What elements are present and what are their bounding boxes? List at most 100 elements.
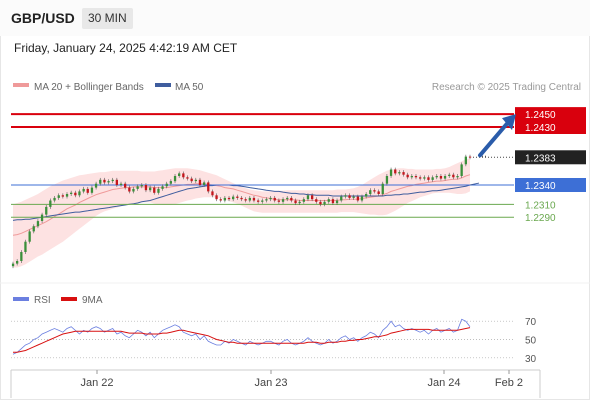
candle bbox=[281, 199, 285, 202]
candle bbox=[373, 190, 376, 192]
candle bbox=[28, 231, 31, 242]
support-label: 1.2290 bbox=[525, 213, 556, 224]
timeframe-button[interactable]: 30 MIN bbox=[82, 8, 133, 29]
candle bbox=[406, 174, 409, 178]
candle bbox=[414, 176, 418, 178]
candle bbox=[57, 195, 60, 198]
candle bbox=[111, 179, 114, 182]
candle bbox=[356, 196, 359, 201]
candle bbox=[394, 169, 397, 174]
candle bbox=[439, 176, 443, 179]
candle bbox=[306, 195, 310, 200]
candle bbox=[40, 214, 44, 221]
candle bbox=[103, 179, 106, 183]
candle bbox=[377, 191, 380, 194]
candle bbox=[298, 201, 301, 204]
pivot-tag bbox=[515, 178, 586, 192]
candle bbox=[198, 179, 202, 185]
candle bbox=[132, 188, 135, 192]
candle bbox=[244, 199, 247, 201]
candle bbox=[252, 197, 256, 201]
candle bbox=[277, 200, 280, 202]
rsi-ma-line bbox=[13, 327, 471, 353]
ma50-projection bbox=[469, 182, 480, 186]
candle bbox=[232, 196, 235, 200]
candle bbox=[74, 192, 77, 196]
candle bbox=[240, 197, 243, 200]
symbol-label: GBP/USD bbox=[11, 10, 75, 26]
candle bbox=[90, 187, 94, 193]
candle bbox=[360, 196, 364, 201]
legend-swatch-rsi bbox=[13, 297, 29, 301]
resistance-tag bbox=[515, 107, 586, 122]
candle bbox=[211, 191, 214, 196]
time-axis: Jan 22 Jan 23 Jan 24 Feb 2 bbox=[10, 369, 541, 398]
legend-label-rsi: RSI bbox=[34, 295, 51, 306]
candle bbox=[352, 196, 355, 198]
candle bbox=[257, 200, 260, 202]
candle bbox=[443, 176, 447, 179]
candle bbox=[186, 177, 189, 179]
candle bbox=[203, 182, 206, 185]
x-tick-label: Jan 23 bbox=[254, 377, 287, 389]
candle bbox=[323, 201, 326, 205]
x-tick-label: Jan 22 bbox=[80, 377, 113, 389]
candle bbox=[460, 164, 463, 176]
support-label: 1.2310 bbox=[525, 200, 556, 211]
candle bbox=[261, 200, 264, 202]
forecast-arrow-shaft bbox=[478, 118, 512, 158]
candle bbox=[24, 241, 27, 252]
candle bbox=[219, 199, 222, 201]
candle bbox=[435, 176, 438, 178]
candle bbox=[190, 178, 193, 182]
candle bbox=[157, 188, 160, 193]
candle bbox=[331, 199, 335, 204]
candle bbox=[49, 200, 52, 207]
candle bbox=[140, 185, 143, 187]
candle bbox=[128, 187, 131, 192]
candle bbox=[115, 179, 118, 185]
resistance-label: 1.2430 bbox=[525, 123, 556, 134]
candle bbox=[369, 190, 372, 195]
candle bbox=[410, 176, 413, 178]
rsi-tick-label: 30 bbox=[525, 354, 537, 365]
candle bbox=[452, 174, 455, 178]
candle bbox=[16, 261, 19, 264]
candle bbox=[32, 226, 35, 232]
candle bbox=[344, 195, 347, 197]
bollinger-band bbox=[13, 158, 470, 268]
legend-label-ma20: MA 20 + Bollinger Bands bbox=[34, 82, 144, 93]
forecast-arrow-head bbox=[502, 114, 516, 131]
candle bbox=[448, 174, 451, 176]
candle bbox=[173, 176, 177, 182]
candle bbox=[315, 199, 318, 202]
x-tick-label: Jan 24 bbox=[427, 377, 460, 389]
candle bbox=[20, 252, 23, 261]
candle bbox=[419, 177, 422, 179]
current-price-label: 1.2383 bbox=[525, 153, 556, 164]
candle bbox=[327, 199, 330, 202]
candle bbox=[311, 195, 314, 200]
candle bbox=[136, 186, 139, 189]
candle bbox=[182, 173, 185, 178]
candle bbox=[423, 177, 426, 179]
candle bbox=[169, 181, 172, 184]
candle bbox=[294, 200, 297, 204]
candle bbox=[223, 197, 226, 201]
resistance-label: 1.2450 bbox=[525, 110, 556, 121]
rsi-line bbox=[12, 318, 471, 355]
candle bbox=[36, 221, 40, 227]
candle bbox=[402, 172, 405, 175]
candle bbox=[149, 187, 152, 191]
candle bbox=[65, 194, 69, 197]
candle bbox=[365, 194, 368, 197]
candle bbox=[124, 183, 127, 188]
current-price-tag bbox=[515, 150, 586, 165]
candle bbox=[86, 188, 89, 193]
candle bbox=[107, 181, 110, 183]
resistance-tag bbox=[515, 120, 586, 134]
candle bbox=[398, 172, 401, 174]
candle bbox=[94, 183, 98, 188]
candle bbox=[248, 197, 251, 201]
candle bbox=[165, 183, 168, 187]
